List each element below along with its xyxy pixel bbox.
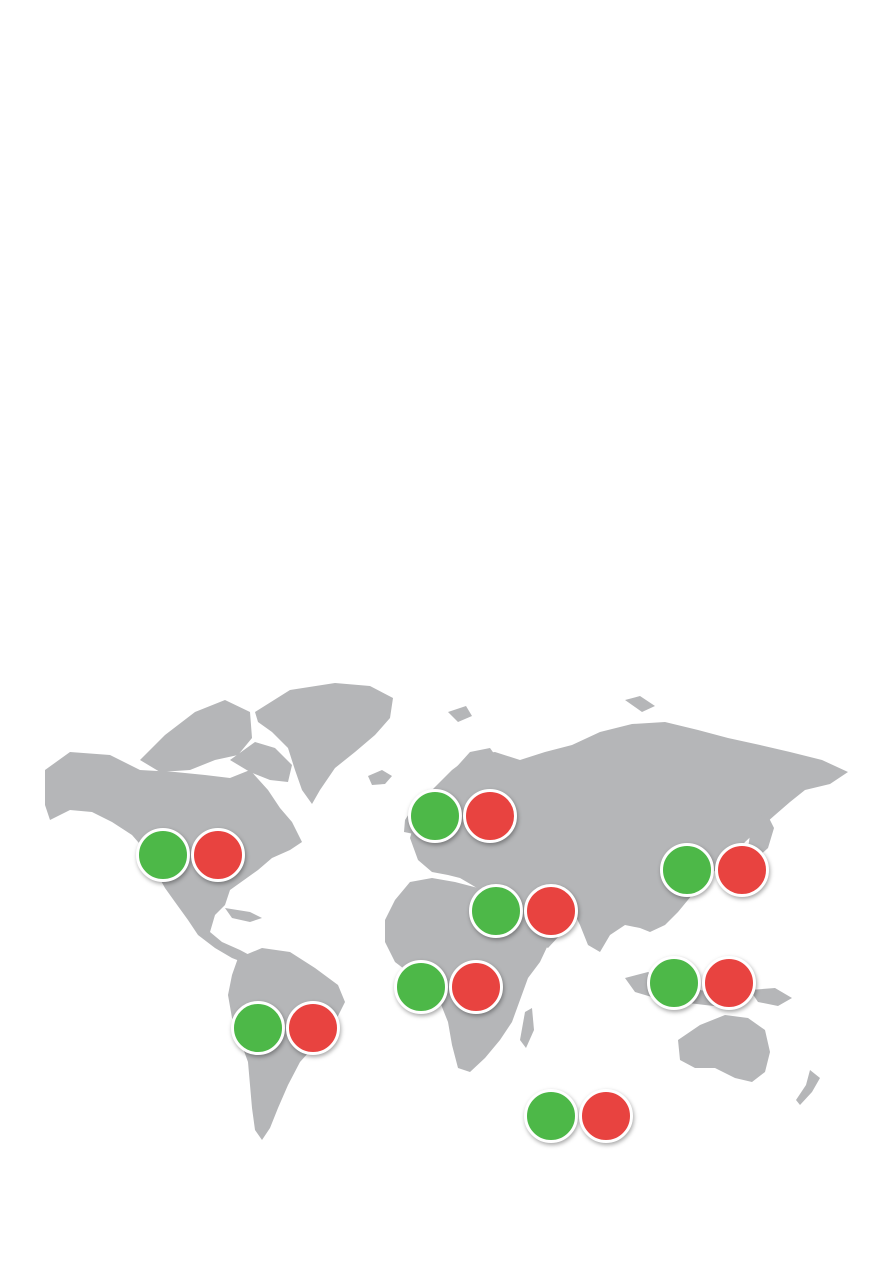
green-status-dot[interactable]: [524, 1089, 578, 1143]
red-status-dot[interactable]: [449, 960, 503, 1014]
red-status-dot[interactable]: [715, 843, 769, 897]
green-status-dot[interactable]: [408, 789, 462, 843]
green-status-dot[interactable]: [469, 884, 523, 938]
green-status-dot[interactable]: [660, 843, 714, 897]
marker-pair-middle-east: [469, 884, 579, 938]
madagascar-landmass: [520, 1008, 534, 1048]
red-status-dot[interactable]: [579, 1089, 633, 1143]
baffin-island-landmass: [230, 742, 292, 782]
green-status-dot[interactable]: [647, 956, 701, 1010]
green-status-dot[interactable]: [394, 960, 448, 1014]
marker-pair-north-america: [136, 828, 246, 882]
red-status-dot[interactable]: [463, 789, 517, 843]
marker-pair-central-africa: [394, 960, 504, 1014]
marker-pair-south-america: [231, 1001, 341, 1055]
svalbard-landmass: [448, 706, 472, 722]
arctic-russia-island-landmass: [625, 696, 655, 712]
red-status-dot[interactable]: [286, 1001, 340, 1055]
red-status-dot[interactable]: [702, 956, 756, 1010]
red-status-dot[interactable]: [191, 828, 245, 882]
greenland-landmass: [255, 683, 393, 804]
new-guinea-landmass: [750, 988, 792, 1006]
red-status-dot[interactable]: [524, 884, 578, 938]
arctic-islands-landmass: [140, 700, 252, 772]
green-status-dot[interactable]: [231, 1001, 285, 1055]
iceland-landmass: [368, 770, 392, 785]
south-america-landmass: [228, 948, 345, 1140]
eurasia-landmass: [410, 722, 848, 952]
australia-landmass: [678, 1015, 770, 1082]
scandinavia-landmass: [440, 748, 500, 805]
new-zealand-landmass: [796, 1070, 820, 1105]
marker-pair-southern-ocean: [524, 1089, 634, 1143]
marker-pair-europe: [408, 789, 518, 843]
caribbean-landmass: [225, 908, 262, 922]
marker-pair-east-asia: [660, 843, 770, 897]
marker-pair-south-east-asia: [647, 956, 757, 1010]
green-status-dot[interactable]: [136, 828, 190, 882]
